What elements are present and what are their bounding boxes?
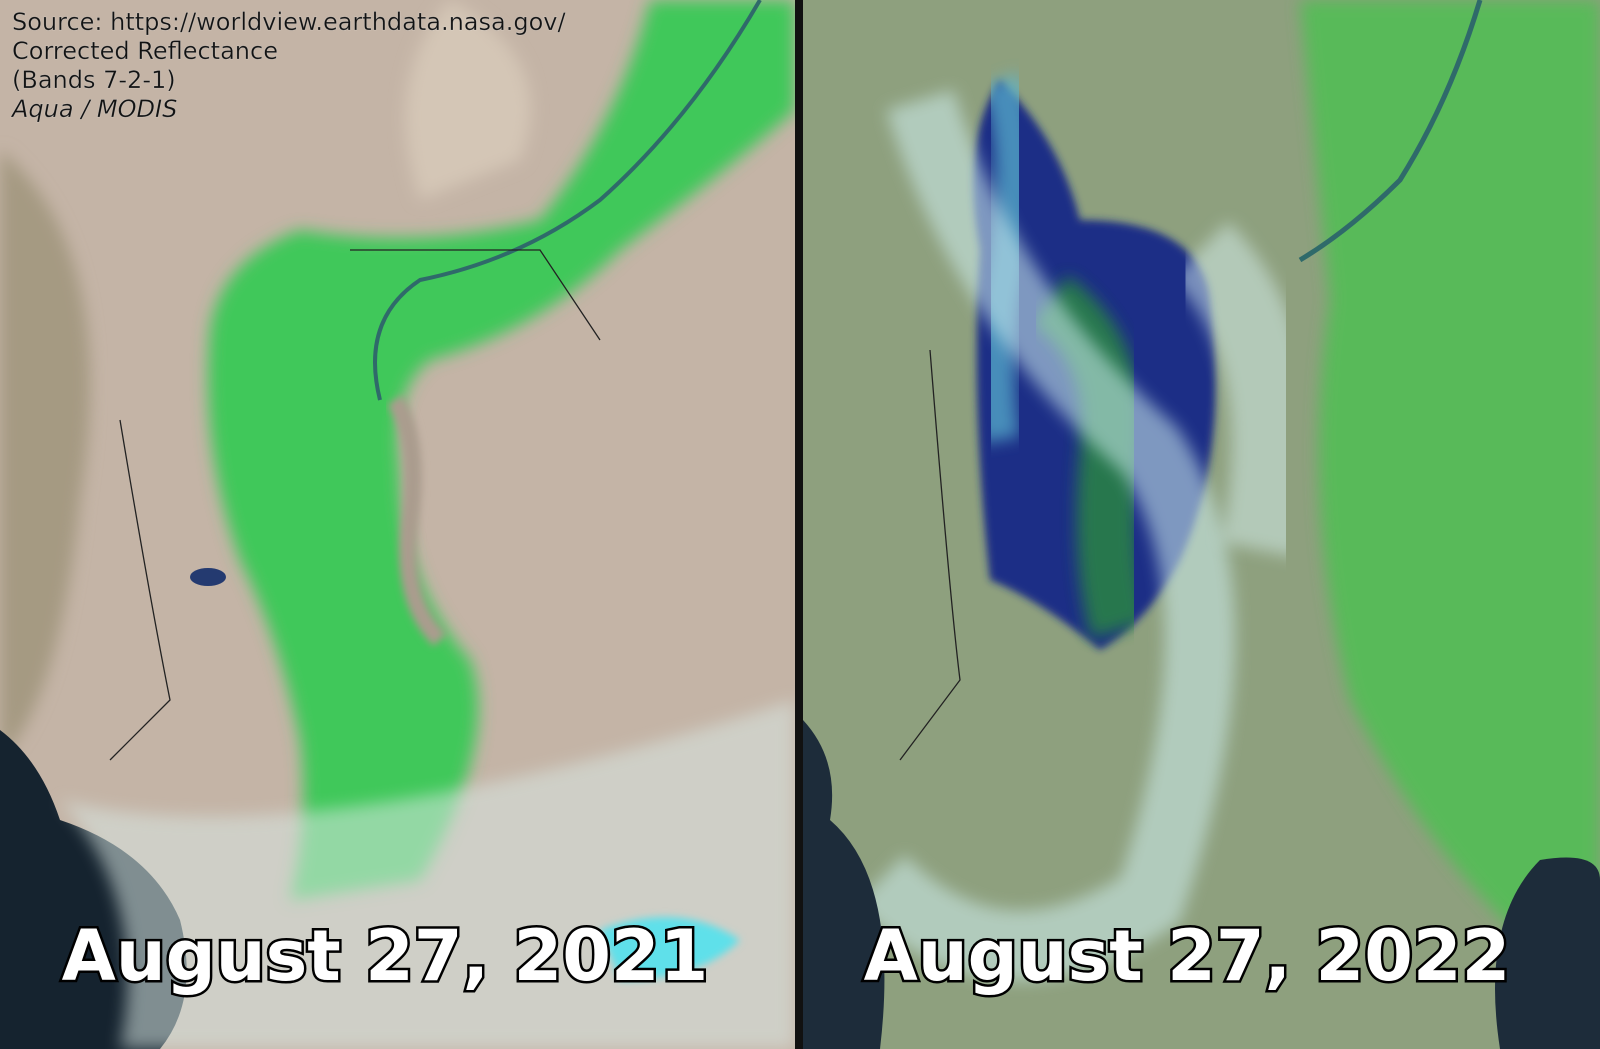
source-text: Corrected Reflectance [12, 37, 278, 65]
divider [795, 0, 803, 1049]
river [373, 0, 762, 401]
clouds [855, 89, 1235, 981]
clouds [60, 700, 795, 1049]
water-patch [600, 917, 740, 980]
border [350, 249, 601, 341]
source-text: (Bands 7-2-1) [12, 66, 176, 94]
satellite-image-2021 [0, 0, 795, 1049]
source-text: Aqua / MODIS [10, 95, 177, 123]
irrigated-area [208, 0, 795, 900]
desert [405, 0, 531, 200]
satellite-image-2022 [803, 0, 1600, 1049]
border [109, 419, 171, 761]
sea [1495, 857, 1600, 1049]
lake [190, 568, 226, 586]
vegetation [1300, 0, 1600, 1000]
source-text: Source: https://worldview.earthdata.nasa… [12, 8, 566, 36]
border [899, 349, 961, 761]
terrain-west [0, 150, 90, 760]
sea [803, 720, 885, 1049]
date-label: August 27, 2021 [62, 915, 709, 997]
date-label: August 27, 2022 [864, 915, 1511, 997]
dry-channel [387, 395, 447, 647]
river [1298, 0, 1483, 263]
clouds [1171, 221, 1312, 558]
